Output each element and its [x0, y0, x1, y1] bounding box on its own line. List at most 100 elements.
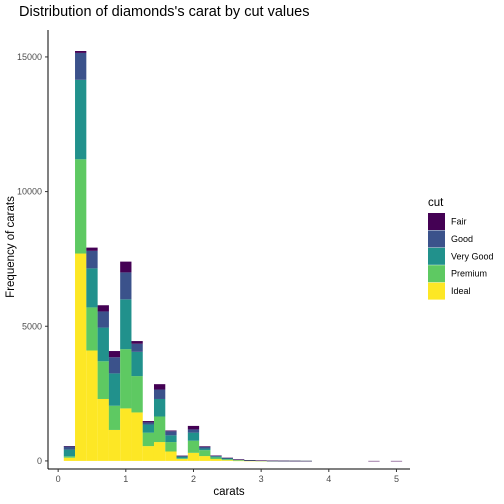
bar-segment-premium [63, 456, 76, 458]
y-ticks: 0 5000 10000 15000 [17, 52, 48, 466]
bar-segment-ideal [120, 408, 132, 461]
bar-segment-fair [300, 460, 312, 462]
x-tick-label: 1 [123, 474, 128, 484]
bar-segment-good [108, 357, 121, 374]
legend-swatch-very-good [428, 247, 445, 265]
y-tick-label: 5000 [22, 321, 42, 331]
bar-segment-fair [97, 305, 109, 312]
bar-segment-fair [368, 460, 380, 462]
bar-segment-premium [131, 376, 143, 413]
bar-segment-premium [232, 460, 245, 461]
bar-segment-very-good [221, 458, 233, 460]
bar-segment-ideal [153, 442, 166, 461]
bar-segment-fair [86, 247, 98, 251]
bar-segment-premium [187, 440, 200, 453]
bar-segment-good [199, 446, 211, 449]
bar-segment-fair [244, 460, 256, 461]
bar-segment-very-good [153, 398, 166, 417]
bar-segment-premium [244, 460, 256, 462]
bar-segment-fair [289, 460, 301, 462]
bar-segment-very-good [131, 351, 143, 377]
bar-segment-premium [153, 416, 166, 443]
legend-swatch-premium [428, 265, 445, 283]
bar-segment-ideal [86, 350, 98, 461]
bar-segment-fair [232, 459, 245, 460]
bar-segment-good [63, 446, 76, 450]
bar-segment-very-good [199, 448, 211, 451]
bar-segment-premium [210, 457, 222, 460]
bar-segment-premium [165, 442, 177, 452]
bar-segment-fair [187, 425, 200, 430]
bar-segment-fair [210, 455, 222, 457]
bar-segment-very-good [63, 449, 76, 457]
bar-segment-ideal [97, 398, 109, 461]
bar-segment-very-good [210, 456, 222, 458]
bar-segment-very-good [187, 432, 200, 441]
legend-label: Very Good [451, 251, 494, 261]
bar-segment-good [210, 455, 222, 457]
bar-segment-very-good [120, 299, 132, 350]
bar-segment-ideal [232, 460, 245, 462]
bar-segment-good [120, 272, 132, 300]
bar-segment-ideal [221, 460, 233, 461]
y-axis-title: Frequency of carats [5, 196, 17, 298]
bar-segment-fair [153, 384, 166, 390]
bar-segment-premium [86, 307, 98, 351]
chart-title: Distribution of diamonds's carat by cut … [19, 4, 310, 20]
bar-segment-good [176, 455, 188, 457]
bar-segment-very-good [75, 79, 87, 160]
bar-segment-ideal [187, 452, 200, 461]
bar-segment-premium [221, 459, 233, 461]
bars-layer [63, 51, 403, 462]
legend-swatch-good [428, 230, 445, 248]
bar-segment-ideal [210, 459, 222, 461]
x-tick-label: 0 [56, 474, 61, 484]
bar-segment-very-good [165, 435, 177, 443]
x-tick-label: 4 [326, 474, 331, 484]
legend-label: Good [451, 234, 473, 244]
bar-segment-ideal [176, 459, 188, 461]
bar-segment-good [86, 250, 98, 269]
bar-segment-fair [131, 341, 143, 344]
bar-segment-good [75, 52, 87, 80]
bar-segment-good [131, 343, 143, 352]
bar-segment-ideal [75, 253, 87, 461]
bar-segment-ideal [108, 429, 121, 461]
bar-segment-very-good [108, 373, 121, 406]
bar-segment-ideal [244, 460, 256, 462]
bar-segment-fair [390, 460, 403, 462]
y-tick-label: 15000 [17, 52, 42, 62]
bar-segment-very-good [86, 268, 98, 308]
legend: cut Fair Good Very Good Premium Ideal [428, 197, 494, 300]
bar-segment-fair [176, 455, 188, 457]
bar-segment-fair [278, 460, 290, 462]
x-tick-label: 3 [259, 474, 264, 484]
bar-segment-good [221, 457, 233, 459]
legend-title: cut [428, 197, 444, 209]
legend-label: Fair [451, 217, 467, 227]
legend-label: Premium [451, 269, 487, 279]
bar-segment-premium [75, 159, 87, 254]
bar-segment-good [187, 429, 200, 433]
bar-segment-fair [63, 446, 76, 447]
x-tick-label: 5 [394, 474, 399, 484]
bar-segment-premium [142, 432, 154, 447]
legend-swatch-ideal [428, 282, 445, 300]
bar-segment-premium [120, 349, 132, 409]
x-tick-label: 2 [191, 474, 196, 484]
bar-segment-fair [142, 421, 154, 423]
bar-segment-very-good [232, 459, 245, 461]
bar-segment-very-good [142, 424, 154, 433]
bar-segment-fair [165, 430, 177, 432]
bar-segment-premium [199, 450, 211, 457]
legend-swatch-fair [428, 213, 445, 230]
bar-segment-ideal [131, 412, 143, 461]
bar-segment-fair [75, 51, 87, 53]
bar-segment-premium [176, 458, 188, 460]
bar-segment-fair [120, 261, 132, 273]
bar-segment-fair [255, 460, 267, 461]
y-tick-label: 0 [37, 456, 42, 466]
x-axis-title: carats [213, 486, 245, 498]
bar-segment-premium [97, 361, 109, 399]
